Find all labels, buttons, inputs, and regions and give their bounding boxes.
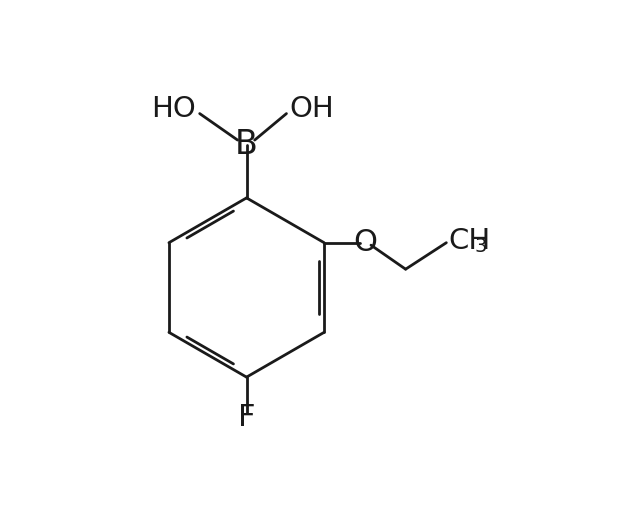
Text: O: O	[353, 228, 377, 257]
Text: HO: HO	[151, 95, 196, 123]
Text: B: B	[235, 129, 258, 161]
Text: CH: CH	[449, 227, 491, 256]
Text: F: F	[238, 403, 255, 432]
Text: OH: OH	[289, 95, 334, 123]
Text: 3: 3	[474, 238, 486, 256]
